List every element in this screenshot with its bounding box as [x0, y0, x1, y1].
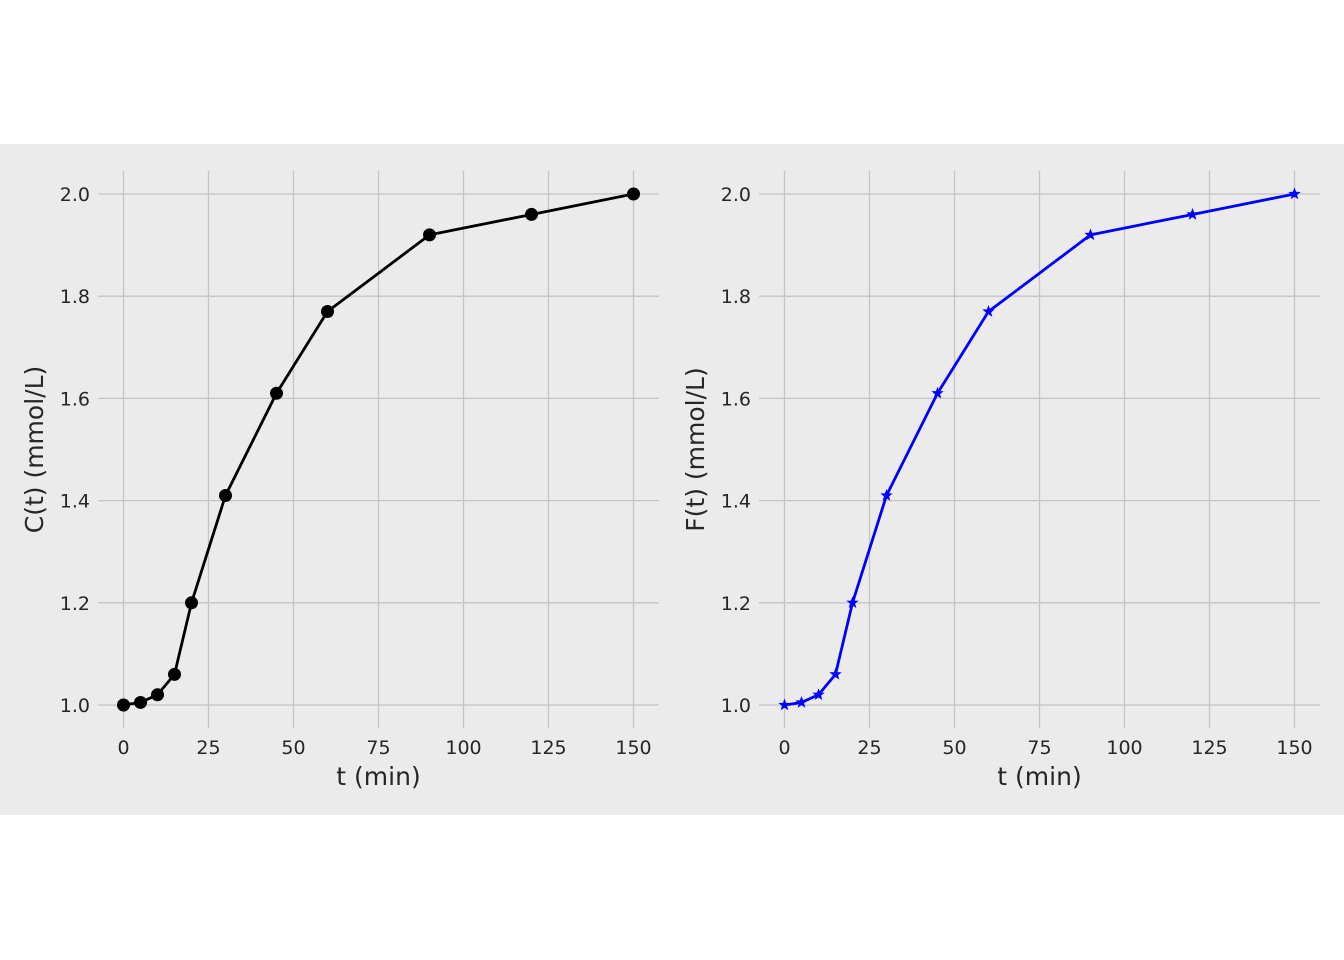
right-chart-data-point: [846, 596, 859, 609]
left-chart-data-point: [151, 688, 164, 702]
right-chart-data-point: [1186, 207, 1199, 220]
right-chart-y-tick-label: 1.0: [721, 695, 751, 717]
left-chart-y-ticks: 1.0 1.2 1.4 1.6 1.8 2.0: [60, 184, 90, 717]
left-chart-x-tick-label: 25: [196, 737, 220, 759]
left-chart-x-tick-label: 50: [281, 737, 305, 759]
left-chart-data-point: [168, 667, 181, 681]
left-chart: 0 25 50 75 100 125 150 1.0 1.2 1.4 1.6 1.8 2.0 t (m…: [20, 171, 659, 791]
left-chart-grid: [98, 171, 659, 728]
left-chart-x-axis-label: t (min): [336, 762, 420, 791]
right-chart-data-point: [812, 688, 825, 701]
right-chart-y-tick-label: 1.8: [721, 286, 751, 308]
right-chart-x-tick-label: 125: [1191, 737, 1227, 759]
right-chart-y-ticks: 1.0 1.2 1.4 1.6 1.8 2.0: [721, 184, 751, 717]
right-chart-y-tick-label: 1.2: [721, 593, 751, 615]
left-chart-y-tick-label: 1.0: [60, 695, 90, 717]
right-chart-x-axis-label: t (min): [997, 762, 1081, 791]
left-chart-y-tick-label: 2.0: [60, 184, 90, 206]
left-chart-data-point: [423, 228, 436, 242]
left-chart-data-point: [219, 488, 232, 502]
right-chart-series: [778, 187, 1301, 711]
left-chart-x-tick-label: 150: [615, 737, 651, 759]
right-chart-data-point: [829, 667, 842, 680]
left-chart-data-point: [270, 386, 283, 400]
right-chart-data-point: [1084, 228, 1097, 241]
right-chart-data-point: [778, 698, 791, 711]
right-chart-y-tick-label: 1.6: [721, 388, 751, 410]
left-chart-y-tick-label: 1.6: [60, 388, 90, 410]
left-chart-data-point: [321, 305, 334, 319]
left-chart-series: [117, 187, 640, 712]
left-chart-data-point: [134, 695, 147, 709]
right-chart: 0 25 50 75 100 125 150 1.0 1.2 1.4 1.6 1.8 2.0 t (m…: [681, 171, 1320, 791]
right-chart-data-point: [880, 488, 893, 501]
left-chart-x-tick-label: 0: [117, 737, 129, 759]
right-chart-x-tick-label: 25: [857, 737, 881, 759]
left-chart-x-tick-label: 100: [445, 737, 481, 759]
right-chart-x-tick-label: 75: [1027, 737, 1051, 759]
left-chart-x-ticks: 0 25 50 75 100 125 150: [117, 737, 651, 759]
right-chart-data-point: [1288, 187, 1301, 200]
left-chart-x-tick-label: 75: [366, 737, 390, 759]
left-chart-y-axis-label: C(t) (mmol/L): [20, 366, 49, 534]
left-chart-y-tick-label: 1.8: [60, 286, 90, 308]
left-chart-y-tick-label: 1.4: [60, 491, 90, 513]
right-chart-x-tick-label: 0: [778, 737, 790, 759]
right-chart-data-point: [931, 386, 944, 399]
right-chart-x-tick-label: 100: [1106, 737, 1142, 759]
right-chart-data-point: [982, 305, 995, 317]
left-chart-x-tick-label: 125: [530, 737, 566, 759]
right-chart-x-tick-label: 150: [1276, 737, 1312, 759]
right-chart-x-ticks: 0 25 50 75 100 125 150: [778, 737, 1312, 759]
left-chart-data-point: [525, 207, 538, 221]
left-chart-data-point: [185, 596, 198, 610]
right-chart-y-tick-label: 2.0: [721, 184, 751, 206]
left-chart-y-tick-label: 1.2: [60, 593, 90, 615]
left-chart-data-point: [627, 187, 640, 201]
figure-background: [0, 144, 1344, 815]
right-chart-y-axis-label: F(t) (mmol/L): [681, 367, 710, 531]
right-chart-y-tick-label: 1.4: [721, 491, 751, 513]
left-chart-data-point: [117, 698, 130, 712]
right-chart-x-tick-label: 50: [942, 737, 966, 759]
right-chart-data-point: [795, 695, 808, 708]
